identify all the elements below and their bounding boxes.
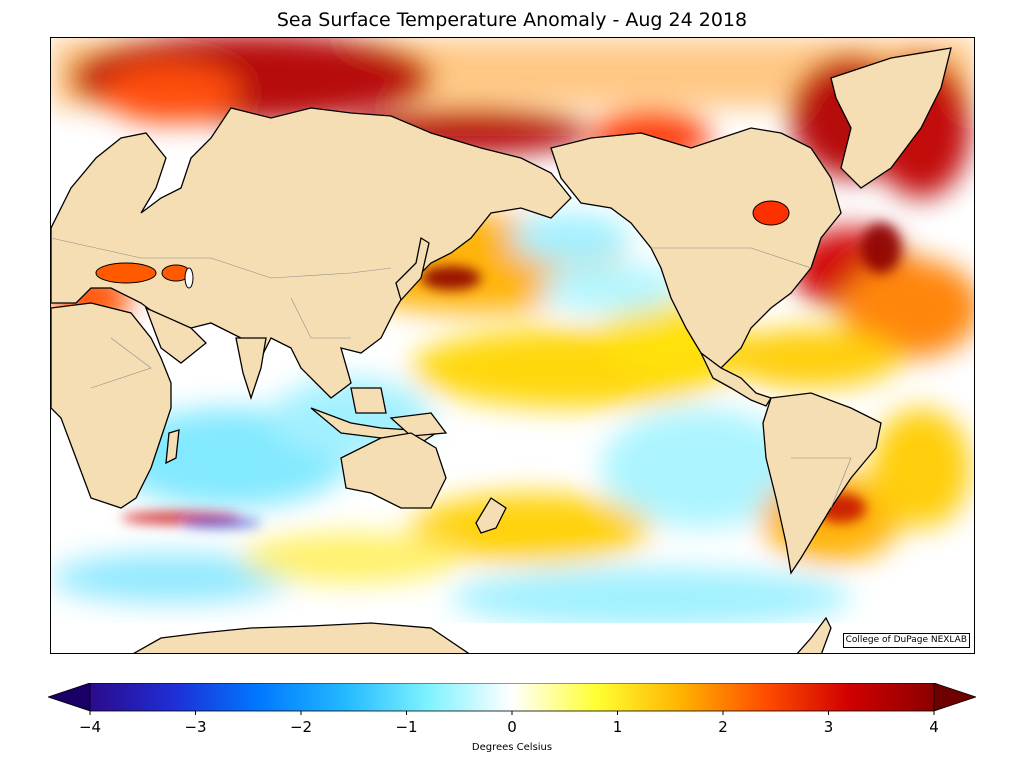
land-new-zealand: [475, 497, 507, 534]
sst-anomaly-map: [51, 38, 974, 653]
colorbar-tick-label: 4: [929, 718, 939, 736]
colorbar: [48, 683, 976, 715]
land-south-america: [762, 392, 882, 575]
credit-label: College of DuPage NEXLAB: [842, 633, 970, 648]
colorbar-tick-label: −4: [78, 718, 102, 736]
colorbar-tick-label: −2: [289, 718, 313, 736]
colorbar-tick-label: −1: [395, 718, 418, 736]
land-india: [235, 337, 267, 401]
land-arabia: [144, 306, 207, 364]
map-panel: College of DuPage NEXLAB: [50, 37, 975, 654]
land-central-america: [700, 352, 772, 407]
land-eurasia: [51, 107, 572, 399]
map-title: Sea Surface Temperature Anomaly - Aug 24…: [276, 9, 748, 31]
land-australia: [340, 432, 447, 509]
land-japan: [395, 236, 430, 302]
colorbar-min-arrow: [48, 683, 91, 712]
land-madagascar: [165, 429, 180, 465]
inland-waters: [95, 200, 790, 289]
colorbar-label: Degrees Celsius: [471, 742, 553, 753]
land-antarctic-peninsula: [796, 616, 832, 653]
land-greenland: [830, 47, 952, 189]
country-borders: [51, 237, 852, 509]
colorbar-tick-label: 1: [612, 718, 623, 736]
colorbar-tick-label: −3: [184, 718, 207, 736]
land-borneo: [350, 387, 387, 414]
colorbar-tick-label: 2: [718, 718, 728, 736]
land-antarctica: [133, 622, 470, 653]
land-africa: [51, 302, 172, 509]
colorbar-gradient: [89, 683, 935, 712]
colorbar-max-arrow: [933, 683, 976, 712]
land-new-guinea: [389, 412, 448, 437]
colorbar-tick-label: 0: [507, 718, 517, 736]
colorbar-tick-label: 3: [823, 718, 834, 736]
colorbar-ticks: [89, 711, 935, 715]
